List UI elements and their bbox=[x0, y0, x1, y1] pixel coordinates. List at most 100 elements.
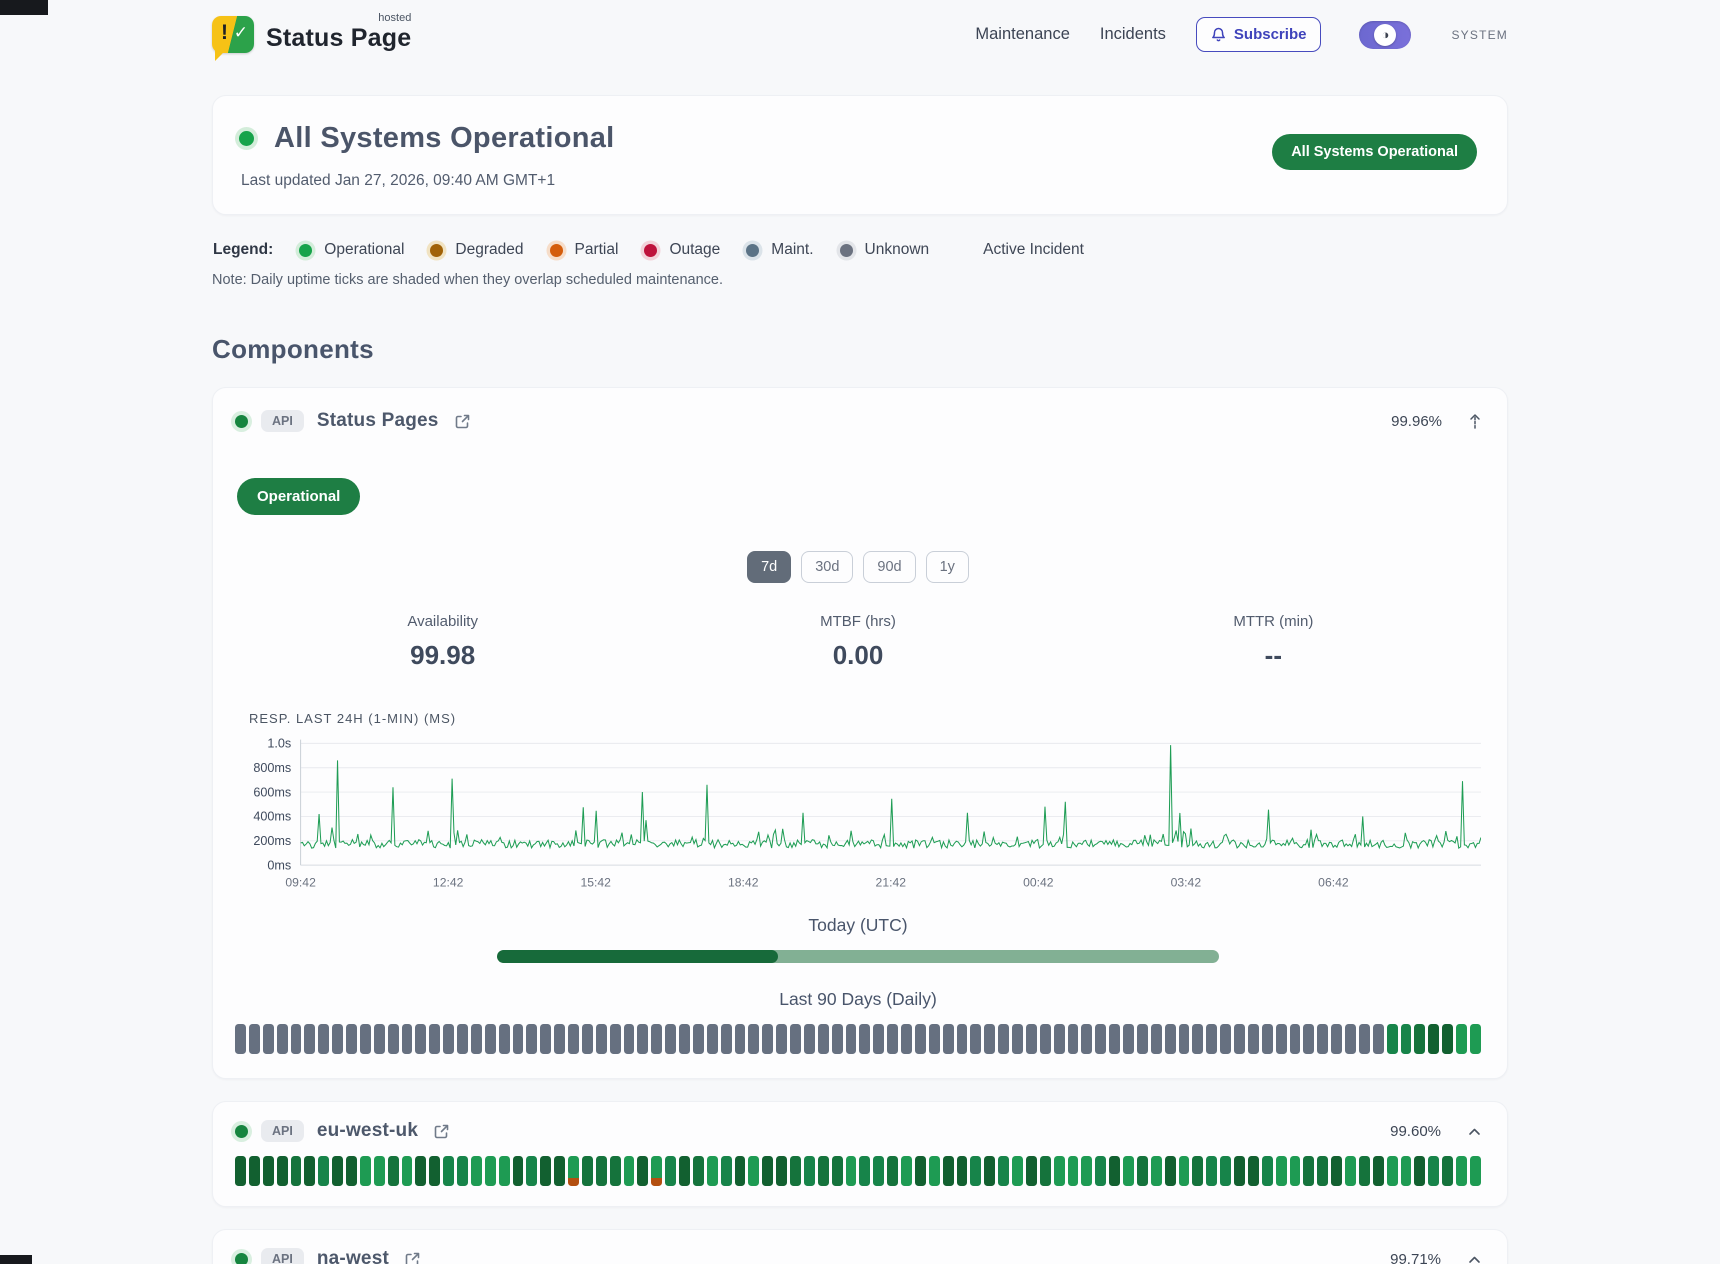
uptime-day-tick[interactable] bbox=[817, 1024, 829, 1055]
uptime-day-tick[interactable] bbox=[346, 1156, 357, 1187]
theme-toggle[interactable]: ◑ bbox=[1359, 20, 1412, 49]
uptime-day-tick[interactable] bbox=[1164, 1024, 1176, 1055]
collapse-icon[interactable] bbox=[1469, 413, 1481, 429]
uptime-day-tick[interactable] bbox=[998, 1024, 1009, 1055]
uptime-day-tick[interactable] bbox=[1178, 1024, 1190, 1055]
uptime-day-tick[interactable] bbox=[734, 1156, 746, 1187]
uptime-day-tick[interactable] bbox=[720, 1024, 732, 1055]
uptime-day-tick[interactable] bbox=[817, 1156, 829, 1187]
uptime-day-tick[interactable] bbox=[831, 1156, 843, 1187]
uptime-day-tick[interactable] bbox=[956, 1024, 968, 1055]
uptime-day-tick[interactable] bbox=[762, 1156, 774, 1187]
uptime-day-tick[interactable] bbox=[498, 1156, 510, 1187]
uptime-day-tick[interactable] bbox=[498, 1024, 510, 1055]
uptime-day-tick[interactable] bbox=[1192, 1156, 1204, 1187]
uptime-day-tick[interactable] bbox=[401, 1156, 413, 1187]
uptime-day-tick[interactable] bbox=[1386, 1024, 1398, 1055]
uptime-day-tick[interactable] bbox=[679, 1156, 690, 1187]
uptime-day-tick[interactable] bbox=[651, 1156, 663, 1187]
uptime-day-tick[interactable] bbox=[831, 1024, 843, 1055]
uptime-day-tick[interactable] bbox=[401, 1024, 413, 1055]
uptime-day-tick[interactable] bbox=[1442, 1024, 1453, 1055]
uptime-day-tick[interactable] bbox=[609, 1156, 621, 1187]
today-progress-bar[interactable] bbox=[496, 950, 1220, 964]
uptime-day-tick[interactable] bbox=[873, 1156, 885, 1187]
uptime-day-tick[interactable] bbox=[1164, 1156, 1176, 1187]
uptime-day-tick[interactable] bbox=[1331, 1156, 1342, 1187]
uptime-day-tick[interactable] bbox=[1456, 1024, 1467, 1055]
uptime-day-tick[interactable] bbox=[956, 1156, 968, 1187]
uptime-day-tick[interactable] bbox=[1206, 1156, 1218, 1187]
uptime-day-tick[interactable] bbox=[332, 1156, 343, 1187]
uptime-day-tick[interactable] bbox=[1109, 1156, 1120, 1187]
uptime-day-tick[interactable] bbox=[1372, 1156, 1384, 1187]
range-button-7d[interactable]: 7d bbox=[747, 551, 792, 583]
uptime-day-tick[interactable] bbox=[262, 1024, 274, 1055]
uptime-day-tick[interactable] bbox=[1192, 1024, 1204, 1055]
uptime-day-tick[interactable] bbox=[304, 1156, 316, 1187]
uptime-day-tick[interactable] bbox=[359, 1156, 371, 1187]
uptime-day-tick[interactable] bbox=[373, 1024, 385, 1055]
uptime-day-tick[interactable] bbox=[1247, 1156, 1259, 1187]
uptime-day-tick[interactable] bbox=[706, 1024, 718, 1055]
uptime-day-tick[interactable] bbox=[1012, 1156, 1023, 1187]
uptime-day-tick[interactable] bbox=[1095, 1156, 1107, 1187]
uptime-day-tick[interactable] bbox=[359, 1024, 371, 1055]
uptime-day-tick[interactable] bbox=[803, 1024, 815, 1055]
uptime-day-tick[interactable] bbox=[512, 1024, 524, 1055]
uptime-day-tick[interactable] bbox=[1386, 1156, 1398, 1187]
uptime-day-tick[interactable] bbox=[387, 1156, 399, 1187]
uptime-day-tick[interactable] bbox=[373, 1156, 385, 1187]
uptime-day-tick[interactable] bbox=[1039, 1156, 1051, 1187]
uptime-day-tick[interactable] bbox=[568, 1156, 579, 1187]
uptime-day-tick[interactable] bbox=[706, 1156, 718, 1187]
uptime-day-tick[interactable] bbox=[526, 1156, 538, 1187]
external-link-icon[interactable] bbox=[433, 1123, 450, 1140]
uptime-day-tick[interactable] bbox=[1025, 1156, 1037, 1187]
uptime-day-tick[interactable] bbox=[928, 1156, 940, 1187]
uptime-day-tick[interactable] bbox=[1039, 1024, 1051, 1055]
uptime-day-tick[interactable] bbox=[692, 1156, 704, 1187]
external-link-icon[interactable] bbox=[454, 413, 471, 430]
uptime-day-tick[interactable] bbox=[1345, 1024, 1356, 1055]
uptime-day-tick[interactable] bbox=[443, 1024, 454, 1055]
uptime-day-tick[interactable] bbox=[1428, 1024, 1440, 1055]
uptime-day-tick[interactable] bbox=[1469, 1024, 1481, 1055]
uptime-day-tick[interactable] bbox=[595, 1024, 607, 1055]
uptime-day-tick[interactable] bbox=[1303, 1024, 1315, 1055]
uptime-day-tick[interactable] bbox=[901, 1156, 912, 1187]
uptime-day-tick[interactable] bbox=[1303, 1156, 1315, 1187]
uptime-day-tick[interactable] bbox=[873, 1024, 885, 1055]
uptime-day-tick[interactable] bbox=[790, 1156, 801, 1187]
uptime-day-tick[interactable] bbox=[776, 1156, 787, 1187]
uptime-day-tick[interactable] bbox=[901, 1024, 912, 1055]
uptime-day-tick[interactable] bbox=[540, 1156, 552, 1187]
uptime-day-tick[interactable] bbox=[484, 1024, 496, 1055]
uptime-day-tick[interactable] bbox=[1234, 1156, 1245, 1187]
uptime-day-tick[interactable] bbox=[845, 1024, 857, 1055]
uptime-day-tick[interactable] bbox=[1414, 1024, 1426, 1055]
uptime-day-tick[interactable] bbox=[665, 1024, 676, 1055]
uptime-day-tick[interactable] bbox=[484, 1156, 496, 1187]
uptime-day-tick[interactable] bbox=[623, 1024, 635, 1055]
uptime-day-tick[interactable] bbox=[470, 1156, 482, 1187]
uptime-day-tick[interactable] bbox=[1081, 1156, 1093, 1187]
uptime-day-tick[interactable] bbox=[623, 1156, 635, 1187]
uptime-day-tick[interactable] bbox=[734, 1024, 746, 1055]
uptime-day-tick[interactable] bbox=[387, 1024, 399, 1055]
uptime-day-tick[interactable] bbox=[1400, 1024, 1412, 1055]
uptime-day-tick[interactable] bbox=[914, 1024, 926, 1055]
uptime-day-tick[interactable] bbox=[512, 1156, 524, 1187]
uptime-day-tick[interactable] bbox=[1469, 1156, 1481, 1187]
uptime-day-tick[interactable] bbox=[1289, 1156, 1301, 1187]
uptime-day-tick[interactable] bbox=[1317, 1156, 1329, 1187]
uptime-day-tick[interactable] bbox=[248, 1024, 260, 1055]
uptime-day-tick[interactable] bbox=[1123, 1156, 1134, 1187]
uptime-day-tick[interactable] bbox=[914, 1156, 926, 1187]
nav-incidents[interactable]: Incidents bbox=[1099, 25, 1166, 43]
uptime-day-tick[interactable] bbox=[1220, 1024, 1231, 1055]
uptime-day-tick[interactable] bbox=[290, 1156, 302, 1187]
uptime-day-tick[interactable] bbox=[1428, 1156, 1440, 1187]
uptime-day-tick[interactable] bbox=[803, 1156, 815, 1187]
nav-maintenance[interactable]: Maintenance bbox=[975, 25, 1070, 43]
